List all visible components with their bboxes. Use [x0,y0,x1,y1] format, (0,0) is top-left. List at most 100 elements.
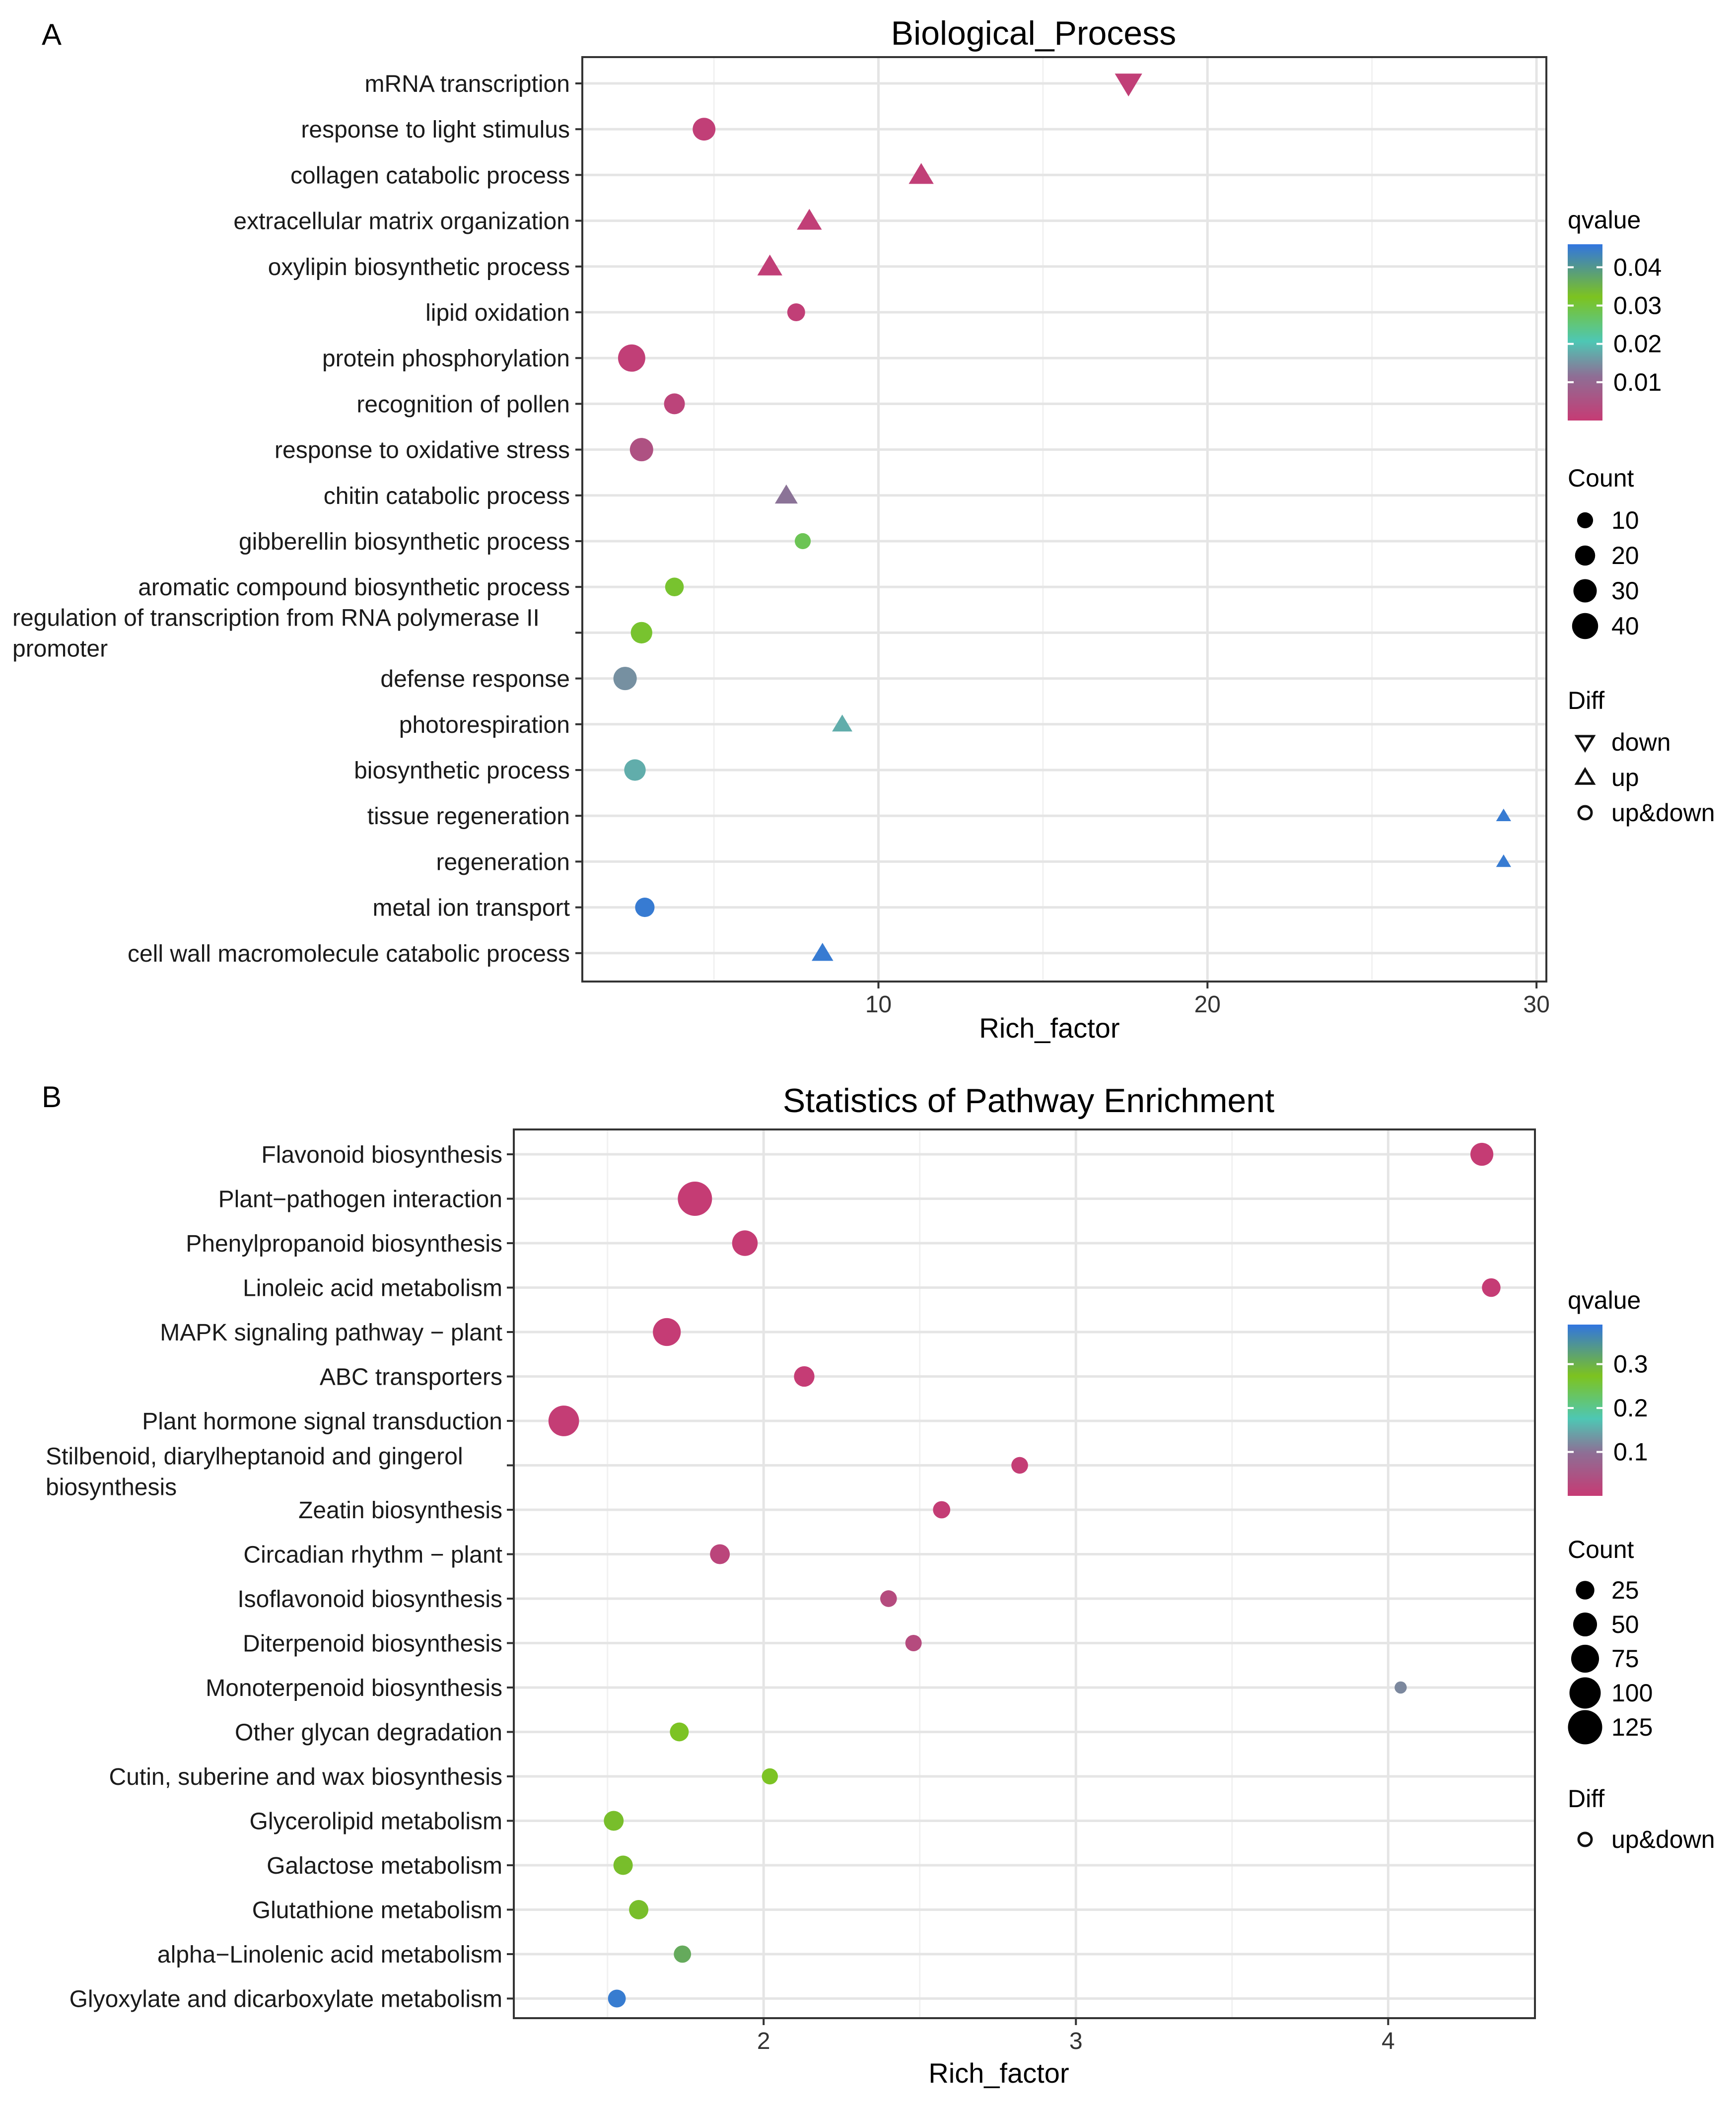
category-label: Zeatin biosynthesis [298,1497,502,1524]
category-label: MAPK signaling pathway − plant [160,1320,502,1346]
category-label: Circadian rhythm − plant [243,1542,502,1568]
category-label: Galactose metabolism [267,1853,502,1879]
colorbar-tick-label: 0.3 [1613,1350,1648,1378]
legend-size-key [1576,1581,1595,1600]
category-label: Glutathione metabolism [252,1898,502,1924]
data-point-isoflavonoid-biosynthesis [880,1590,897,1607]
legend-size-label: 100 [1611,1679,1653,1707]
category-label: biosynthetic process [354,758,570,784]
panel-a-plot-area: 10 20 30 mRNA transcription response to ligh… [12,56,1550,1018]
category-label: Plant−pathogen interaction [218,1187,502,1213]
legend-shape-up-down [1577,1831,1593,1847]
data-point-recognition-of-pollen [664,393,685,415]
legend-shape-label: up&down [1611,1826,1715,1853]
data-point-regulation-of-transcription-from-rna-polymerase-ii-promoter [630,622,652,644]
category-label: extracellular matrix organization [233,209,570,235]
colorbar-tick-label: 0.2 [1613,1394,1648,1422]
legend-shape-label: up [1611,764,1639,791]
colorbar-tick-label: 0.1 [1613,1438,1648,1466]
data-point-oxylipin-biosynthetic-process [757,254,782,276]
x-tick-label: 20 [1194,991,1221,1018]
qvalue-colorbar [1568,1325,1602,1496]
legend-size-key [1573,1612,1597,1637]
category-label: recognition of pollen [356,391,570,418]
category-label: response to oxidative stress [275,437,570,464]
category-label: protein phosphorylation [322,346,570,372]
legend-size-label: 75 [1611,1645,1639,1673]
legend-size-label: 20 [1611,542,1639,569]
category-label: Other glycan degradation [235,1720,502,1746]
colorbar-tick-label: 0.03 [1613,291,1662,319]
category-label: chitin catabolic process [324,483,570,509]
category-label: mRNA transcription [365,71,570,97]
panel-b-frame [513,1128,1536,2019]
category-label: defense response [380,666,570,693]
category-label: regulation of transcription from RNA pol… [12,605,540,662]
legend-shape-up-down [1577,805,1593,821]
data-point-stilbenoid-diarylheptanoid-and-gingerol-biosynthesis [1011,1457,1028,1474]
data-point-mapk-signaling-pathway-plant [653,1318,681,1346]
data-point-extracellular-matrix-organization [797,209,822,230]
panel-b-plot-area: 2 3 4 Flavonoid biosynthesis Plant−pathogen … [46,1128,1536,2054]
category-label: Flavonoid biosynthesis [261,1142,502,1168]
panel-a: A Biological_Process 10 20 30 mRNA transcri… [12,14,1715,1044]
category-label: regeneration [436,849,570,875]
legend-size-key [1577,512,1594,529]
qvalue-colorbar [1568,244,1602,421]
data-point-flavonoid-biosynthesis [1470,1142,1494,1166]
x-tick-label: 2 [757,2028,770,2054]
category-label: aromatic compound biosynthetic process [138,574,570,601]
legend-shape-label: down [1611,728,1671,756]
legend-size-key [1573,579,1597,603]
legend-size-key [1575,545,1596,566]
legend-diff-title: Diff [1568,687,1604,714]
category-label: Diterpenoid biosynthesis [243,1631,502,1657]
x-tick-label: 3 [1069,2028,1083,2054]
legend-count-title: Count [1568,464,1634,492]
category-label: cell wall macromolecule catabolic proces… [128,941,570,967]
colorbar-tick-label: 0.02 [1613,330,1662,358]
colorbar-tick-label: 0.01 [1613,368,1662,396]
data-point-galactose-metabolism [613,1855,633,1875]
data-point-circadian-rhythm-plant [710,1544,730,1564]
category-label: Phenylpropanoid biosynthesis [186,1231,502,1257]
x-tick-label: 10 [865,991,892,1018]
data-point-plant-hormone-signal-transduction [548,1406,579,1436]
category-label: oxylipin biosynthetic process [268,254,570,281]
panel-a-legend: qvalue 0.04 0.03 0.02 0.01 Count 10 20 30 40 Diffd… [1568,206,1715,827]
category-label: Plant hormone signal transduction [142,1408,502,1435]
legend-qvalue-title: qvalue [1568,206,1641,234]
category-label: Linoleic acid metabolism [243,1275,502,1302]
legend-size-key [1569,1677,1601,1709]
legend-size-label: 50 [1611,1611,1639,1638]
category-label: metal ion transport [372,895,570,921]
panel-a-title: Biological_Process [891,14,1177,52]
panel-b-title: Statistics of Pathway Enrichment [783,1082,1274,1120]
data-point-cutin-suberine-and-wax-biosynthesis [762,1768,778,1785]
legend-diff-title: Diff [1568,1785,1604,1813]
category-label: Isoflavonoid biosynthesis [237,1586,502,1613]
data-point-protein-phosphorylation [618,344,645,372]
panel-a-x-axis-label: Rich_factor [979,1012,1119,1044]
category-label: Monoterpenoid biosynthesis [206,1675,502,1701]
data-point-mrna-transcription [1114,73,1142,97]
data-point-lipid-oxidation [787,303,805,321]
panel-label-a: A [42,18,62,51]
legend-size-label: 10 [1611,506,1639,534]
data-point-diterpenoid-biosynthesis [905,1634,922,1652]
data-point-aromatic-compound-biosynthetic-process [665,577,684,596]
data-point-linoleic-acid-metabolism [1482,1278,1501,1297]
category-label: Glycerolipid metabolism [249,1809,502,1835]
data-point-glutathione-metabolism [629,1900,649,1919]
data-point-biosynthetic-process [624,759,646,781]
legend-size-key [1568,1710,1602,1745]
data-point-other-glycan-degradation [670,1722,689,1742]
category-label: gibberellin biosynthetic process [239,529,570,555]
legend-size-key [1571,1644,1599,1673]
data-point-response-to-oxidative-stress [629,438,653,462]
category-label: photorespiration [399,712,570,738]
panel-a-frame [581,56,1547,983]
data-point-photorespiration [832,714,853,732]
panel-b: B Statistics of Pathway Enrichment 2 3 4 Fl… [42,1080,1715,2089]
data-point-chitin-catabolic-process [774,484,798,504]
